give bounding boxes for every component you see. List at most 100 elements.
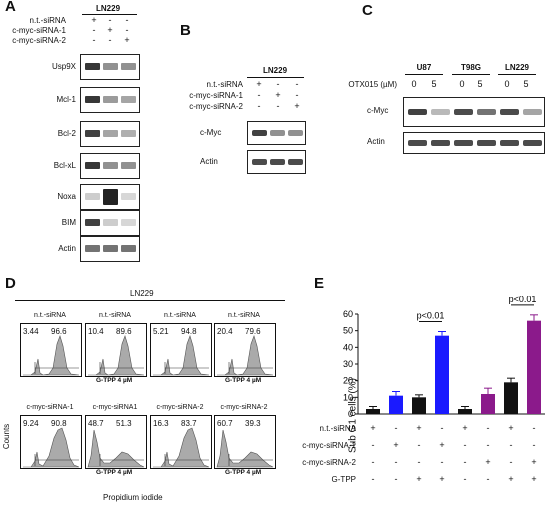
histogram-title: c-myc-siRNA-2 [220, 404, 268, 411]
table-sign: - [509, 440, 513, 450]
histogram-plot [214, 323, 276, 377]
table-sign: - [532, 440, 536, 450]
y-tick-label: 0 [348, 409, 353, 419]
condition-sign: + [256, 79, 262, 89]
blot-row-label: Usp9X [51, 62, 76, 71]
histogram-area [23, 335, 80, 376]
bar [366, 409, 380, 414]
histogram-left-percent: 16.3 [153, 419, 169, 428]
cell-line-underline [452, 74, 490, 75]
blot-strip [80, 153, 140, 179]
condition-sign: - [92, 25, 96, 35]
histogram-title: c-myc-siRNA-1 [26, 404, 74, 411]
table-row-label: n.t.-siRNA [319, 424, 356, 433]
blot-band [500, 109, 519, 115]
blot-band [408, 140, 427, 146]
blot-band [121, 130, 136, 137]
table-sign: + [439, 474, 445, 484]
histogram-left-percent: 3.44 [23, 327, 39, 336]
y-tick-label: 40 [343, 342, 353, 352]
dose-value: 5 [523, 79, 529, 89]
table-row-label: c-myc-siRNA-2 [302, 458, 356, 467]
histogram-left-percent: 10.4 [88, 327, 104, 336]
blot-band [454, 140, 473, 146]
condition-label: n.t.-siRNA [29, 16, 66, 25]
histogram-area [153, 335, 210, 376]
blot-band [500, 140, 519, 146]
blot-band [270, 130, 285, 136]
condition-sign: - [108, 15, 112, 25]
blot-band [103, 162, 118, 169]
histogram-plot [150, 415, 212, 469]
dose-value: 5 [431, 79, 437, 89]
table-sign: + [370, 423, 376, 433]
table-sign: - [463, 440, 467, 450]
condition-sign: + [107, 25, 113, 35]
blot-band [103, 63, 118, 70]
table-sign: - [417, 440, 421, 450]
condition-sign: - [125, 15, 129, 25]
histogram-area [153, 427, 210, 468]
condition-label: n.t.-siRNA [206, 80, 243, 89]
histogram-right-percent: 94.8 [181, 327, 197, 336]
table-sign: + [439, 440, 445, 450]
sub-g1-bar-chart: 0 10 20 30 40 50 60 p<0.01 p<0.01 [343, 296, 545, 419]
panel-b-cell-line: LN229 [263, 66, 288, 75]
table-sign: - [509, 457, 513, 467]
condition-sign: - [276, 101, 280, 111]
table-row-label: c-myc-siRNA-1 [302, 441, 356, 450]
cell-line-label: U87 [416, 63, 432, 72]
condition-sign: + [124, 35, 130, 45]
histogram-svg [217, 335, 274, 376]
histogram-plot [85, 415, 147, 469]
blot-band [523, 109, 542, 115]
blot-band [477, 140, 496, 146]
histogram-title: n.t.-siRNA [228, 312, 260, 319]
blot-band [288, 159, 303, 165]
blot-band [103, 219, 118, 226]
blot-row-label: Actin [58, 244, 76, 253]
histogram-right-percent: 51.3 [116, 419, 132, 428]
y-tick-label: 10 [343, 392, 353, 402]
histogram-area [87, 429, 145, 468]
panel-b-header-line [247, 77, 304, 78]
histogram-plot [85, 323, 147, 377]
table-sign: - [394, 474, 398, 484]
histogram-gtpp-label: G-TPP 4 µM [225, 377, 262, 384]
blot-band [454, 109, 473, 115]
blot-strip [80, 236, 140, 262]
bar [389, 395, 403, 414]
panel-letter-e: E [314, 275, 325, 292]
bar [458, 409, 472, 414]
cell-line-underline [405, 74, 443, 75]
bar [481, 394, 495, 414]
blot-band [121, 162, 136, 169]
table-sign: - [394, 423, 398, 433]
condition-sign: + [91, 15, 97, 25]
dose-value: 0 [459, 79, 465, 89]
condition-sign: - [125, 25, 129, 35]
panel-letter-c: C [362, 2, 373, 19]
blot-strip [247, 150, 306, 174]
panel-a-header-line [82, 14, 137, 15]
panel-d-header-line [15, 300, 285, 301]
table-sign: + [508, 423, 514, 433]
blot-band [85, 162, 100, 169]
blot-band [288, 130, 303, 136]
panel-d-y-label: Counts [2, 423, 12, 450]
table-sign: + [531, 457, 537, 467]
table-sign: - [486, 474, 490, 484]
blot-strip [80, 54, 140, 80]
cell-line-underline [498, 74, 536, 75]
table-sign: + [393, 440, 399, 450]
bar [435, 335, 449, 414]
dose-value: 0 [504, 79, 510, 89]
blot-row-label: Noxa [57, 192, 76, 201]
table-sign: - [463, 457, 467, 467]
histogram-area [217, 335, 274, 376]
histogram-plot [150, 323, 212, 377]
table-row-label: G-TPP [331, 475, 356, 484]
table-sign: - [371, 457, 375, 467]
table-sign: + [508, 474, 514, 484]
condition-sign: - [295, 79, 299, 89]
